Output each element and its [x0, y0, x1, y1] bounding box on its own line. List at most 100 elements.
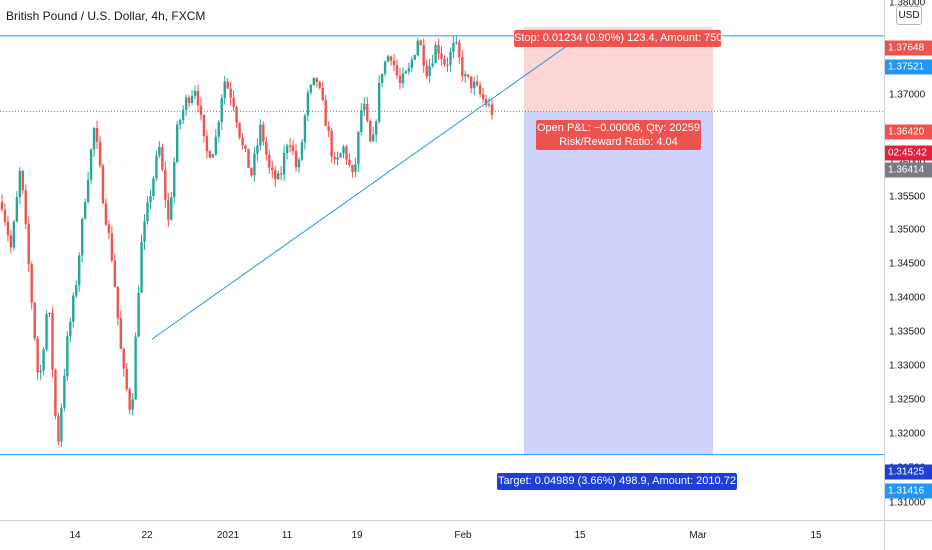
candle [443, 55, 446, 68]
candle [15, 191, 19, 223]
candle [366, 96, 369, 123]
candle [413, 54, 416, 61]
candle [235, 105, 238, 128]
currency-button[interactable]: USD [896, 6, 922, 25]
target-label[interactable]: Target: 0.04989 (3.66%) 498.9, Amount: 2… [497, 473, 737, 490]
date-tick-label: 2021 [216, 530, 240, 541]
pnl-text: Open P&L: −0.00006, Qty: 20259 [537, 122, 700, 134]
time-axis-border [0, 520, 932, 521]
target-price-tag: 1.31425 [885, 464, 932, 480]
candle [440, 46, 443, 66]
price-tick-label: 1.34000 [889, 292, 926, 304]
candle [354, 157, 357, 178]
candle [202, 114, 206, 143]
candle [294, 143, 298, 172]
candle [342, 144, 345, 159]
candle [428, 58, 431, 83]
candle [309, 84, 313, 95]
candle [265, 136, 268, 161]
candle [247, 148, 250, 169]
candle [315, 77, 318, 88]
candle [161, 143, 164, 172]
candle [66, 331, 69, 382]
candle [140, 234, 143, 294]
candle [422, 38, 425, 73]
candle [351, 164, 354, 178]
candle [125, 363, 128, 392]
candle [223, 75, 226, 105]
candle [12, 219, 16, 251]
target-zone[interactable] [524, 111, 713, 455]
candle [60, 403, 63, 447]
stop-label[interactable]: Stop: 0.01234 (0.90%) 123.4, Amount: 750 [514, 30, 723, 47]
candle [434, 41, 437, 64]
candle [458, 39, 461, 65]
candle [244, 144, 247, 153]
date-tick-label: 15 [810, 530, 822, 541]
candle [360, 103, 363, 136]
candle [146, 196, 149, 225]
candle [217, 120, 220, 143]
candle [318, 80, 321, 90]
candle [262, 121, 265, 146]
candle [83, 198, 87, 220]
candle [407, 62, 411, 75]
candle [404, 69, 408, 74]
candle [291, 139, 295, 156]
candle [95, 120, 99, 150]
pnl-label[interactable]: Open P&L: −0.00006, Qty: 20259 Risk/Rewa… [536, 120, 701, 150]
candle [149, 189, 152, 210]
candle [268, 149, 271, 174]
candle [98, 135, 102, 168]
candle [250, 167, 253, 178]
candle [490, 99, 494, 120]
candle [51, 307, 54, 378]
candle [383, 60, 387, 77]
candle [63, 368, 66, 412]
candle [48, 312, 51, 318]
candle [330, 128, 333, 163]
candle [464, 70, 467, 83]
risk-reward-text: Risk/Reward Ratio: 4.04 [559, 136, 678, 148]
date-tick-label: 22 [141, 530, 153, 541]
candle [33, 301, 36, 341]
candle [481, 88, 485, 104]
candle [164, 161, 167, 209]
candle [300, 138, 304, 162]
candle [21, 169, 24, 195]
candle [155, 150, 158, 182]
candle [274, 166, 277, 188]
candle [416, 37, 419, 57]
candle [425, 59, 428, 79]
candle [110, 225, 114, 263]
candle [137, 285, 140, 338]
candle [475, 74, 479, 87]
candle [107, 220, 111, 239]
candle [449, 47, 452, 72]
stop-price-tag: 1.37648 [885, 40, 932, 56]
candle [86, 171, 90, 204]
chart-title: British Pound / U.S. Dollar, 4h, FXCM [6, 9, 206, 23]
candle [253, 147, 256, 182]
candle [357, 130, 360, 172]
candle [184, 94, 188, 117]
date-tick-label: 19 [351, 530, 363, 541]
candle [333, 152, 336, 165]
candle [452, 36, 455, 58]
candle [472, 76, 476, 96]
trendline[interactable] [151, 35, 582, 340]
candle [42, 347, 45, 376]
price-tick-label: 1.32500 [889, 394, 926, 406]
candle [238, 122, 241, 140]
candle [196, 84, 200, 113]
candle [321, 81, 324, 102]
candle [386, 54, 390, 63]
resistance-price-tag: 1.37521 [885, 59, 932, 75]
candle [167, 193, 170, 228]
price-tick-label: 1.37000 [889, 89, 926, 101]
last-price-tag: 1.36420 [885, 124, 932, 140]
candle [256, 138, 259, 162]
candle [173, 157, 176, 204]
candle [181, 105, 185, 124]
